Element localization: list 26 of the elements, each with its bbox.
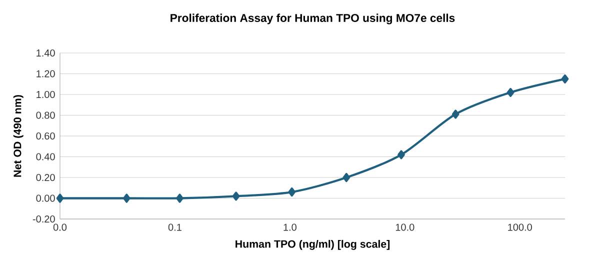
point <box>122 194 130 203</box>
point <box>506 88 514 97</box>
chart-title: Proliferation Assay for Human TPO using MO7e cells <box>170 14 455 24</box>
point <box>452 110 460 119</box>
y-tick-label: -0.20 <box>32 215 55 223</box>
x-tick-label: 0.0 <box>53 224 67 231</box>
y-tick-label: 0.40 <box>36 153 55 160</box>
y-tick-label: 0.80 <box>36 112 55 119</box>
point <box>342 172 350 182</box>
y-tick-label: 0.20 <box>36 174 55 182</box>
point <box>232 192 240 201</box>
y-tick-label: 1.20 <box>36 70 55 78</box>
x-axis-title: Human TPO (ng/ml) [log scale] <box>236 240 390 250</box>
x-tick-label: 10.0 <box>396 224 414 231</box>
point <box>398 150 405 160</box>
point <box>176 194 184 203</box>
y-tick-label: 0.00 <box>36 194 55 202</box>
x-tick-label: 100.0 <box>508 224 532 231</box>
y-tick-label: 1.00 <box>36 90 55 98</box>
x-tick-label: 1.0 <box>284 224 296 231</box>
y-tick-label: 1.40 <box>36 49 55 57</box>
y-axis-title: Net OD (490 nm) <box>13 95 24 177</box>
x-tick-label: 0.1 <box>168 224 182 231</box>
y-tick-label: 0.60 <box>36 132 55 140</box>
point <box>288 187 296 197</box>
point <box>561 74 569 84</box>
